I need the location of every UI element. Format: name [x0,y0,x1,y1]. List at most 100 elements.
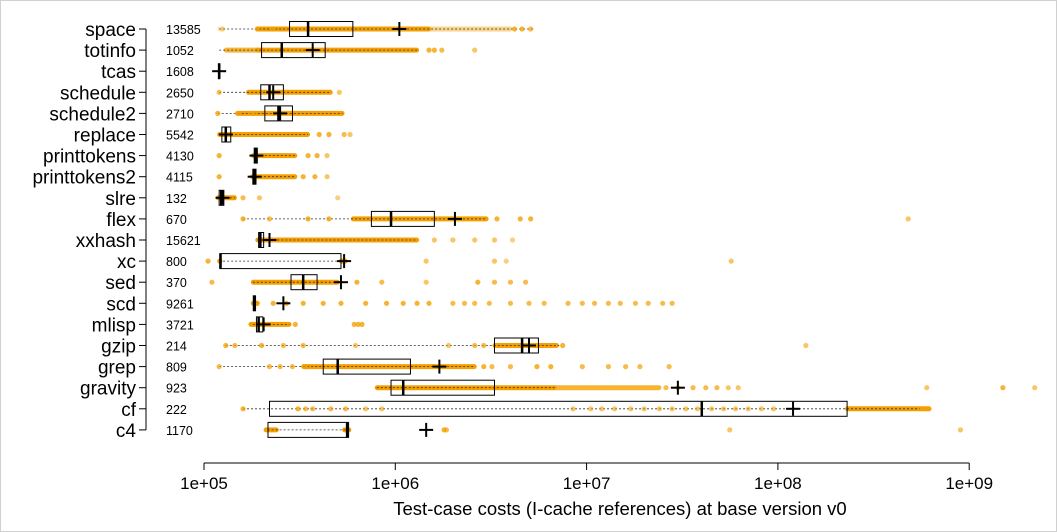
data-point [439,47,445,53]
data-point [450,237,456,243]
data-point [461,300,468,306]
data-point [258,342,265,349]
data-point [216,89,222,95]
x-tick-label: 1e+07 [563,474,611,493]
data-point [379,406,385,412]
data-point [351,321,357,327]
points-band [552,385,662,391]
test-count-label: 1170 [166,424,193,438]
test-count-label: 13585 [166,23,201,37]
test-count-label: 5542 [166,129,194,143]
data-point [266,216,273,222]
data-point [338,300,344,306]
data-point [732,406,739,412]
data-point [280,342,286,349]
data-point [703,385,709,391]
data-point [611,406,618,412]
data-point [426,300,432,306]
test-count-label: 4130 [166,150,194,164]
data-point [727,427,733,433]
benchmark-label: xc [117,252,136,273]
data-point [666,364,672,370]
points-band [246,89,333,95]
iqr-box [261,42,326,59]
data-point [669,406,675,412]
points-band [223,47,260,53]
data-point [343,406,349,412]
row-grep: grep 809 [98,358,672,379]
data-point [588,406,594,412]
row-flex: flex 670 [106,210,911,231]
test-count-label: 222 [166,403,187,417]
benchmark-label: totinfo [84,41,136,62]
data-point [617,300,623,306]
data-point [300,342,306,349]
data-point [266,364,273,370]
data-point [352,342,359,349]
row-space: space 13585 [85,20,534,41]
data-point [541,300,547,306]
test-count-label: 214 [166,340,187,354]
data-point [443,427,450,433]
test-count-label: 4115 [166,171,193,185]
x-axis-label: Test-case costs (I-cache references) at … [393,498,846,519]
data-point [431,47,437,53]
data-point [491,258,498,264]
data-point [300,300,306,306]
row-c4: c4 1170 [116,421,964,442]
data-point [295,406,301,412]
benchmark-label: printtokens2 [32,168,136,189]
benchmark-label: slre [105,189,136,210]
x-tick-label: 1e+06 [371,474,419,493]
benchmark-label: scd [106,294,136,315]
data-point [579,300,585,306]
row-mlisp: mlisp 3721 [92,315,365,336]
data-point [494,216,500,222]
row-totinfo: totinfo 1052 [84,41,478,62]
data-point [379,279,385,285]
test-count-label: 800 [166,255,187,269]
data-point [305,153,311,159]
data-point [523,279,529,285]
data-point [450,300,456,306]
data-point [347,131,353,138]
data-point [303,406,309,412]
data-point [215,110,221,116]
data-point [560,342,566,349]
data-point [957,427,964,433]
data-point [324,174,330,180]
benchmark-label: sed [105,273,136,294]
iqr-box [267,421,350,438]
data-point [517,216,523,222]
data-point [519,26,525,32]
test-count-label: 2650 [166,86,194,100]
data-point [628,406,634,412]
data-point [472,342,478,349]
row-gravity: gravity 923 [80,379,1038,400]
data-point [209,279,215,285]
data-point [694,406,701,412]
data-point [254,26,260,32]
row-slre: slre 132 [105,189,341,210]
iqr-box [493,337,539,354]
data-point [507,300,514,306]
data-point [511,26,518,32]
data-point [528,26,534,32]
data-point [326,131,332,138]
test-count-label: 923 [166,382,187,396]
benchmark-label: c4 [116,421,137,442]
iqr-box [390,379,495,396]
test-count-label: 670 [166,213,187,227]
data-point [1032,385,1038,391]
data-point [472,237,478,243]
row-printtokens2: printtokens2 4115 [32,168,330,189]
data-point [426,47,432,53]
data-point [423,279,429,285]
benchmark-label: gravity [80,379,136,400]
data-point [660,300,666,306]
data-point [240,216,246,222]
data-point [745,406,751,412]
data-point [446,342,452,349]
